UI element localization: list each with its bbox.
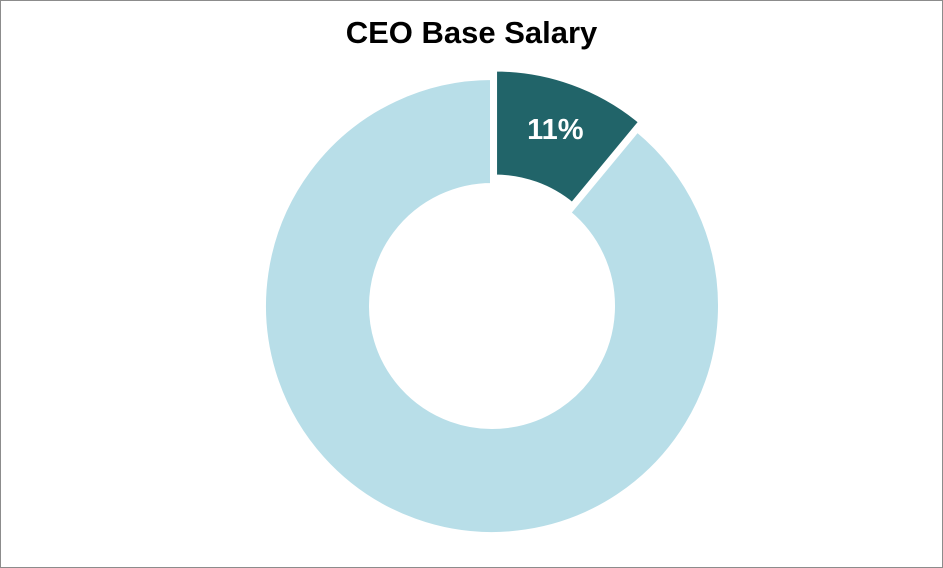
donut-slice-2: [262, 76, 722, 536]
chart-title: CEO Base Salary: [345, 15, 598, 50]
slice-data-label: 11%: [527, 114, 584, 146]
donut-slice-1: [493, 67, 643, 207]
